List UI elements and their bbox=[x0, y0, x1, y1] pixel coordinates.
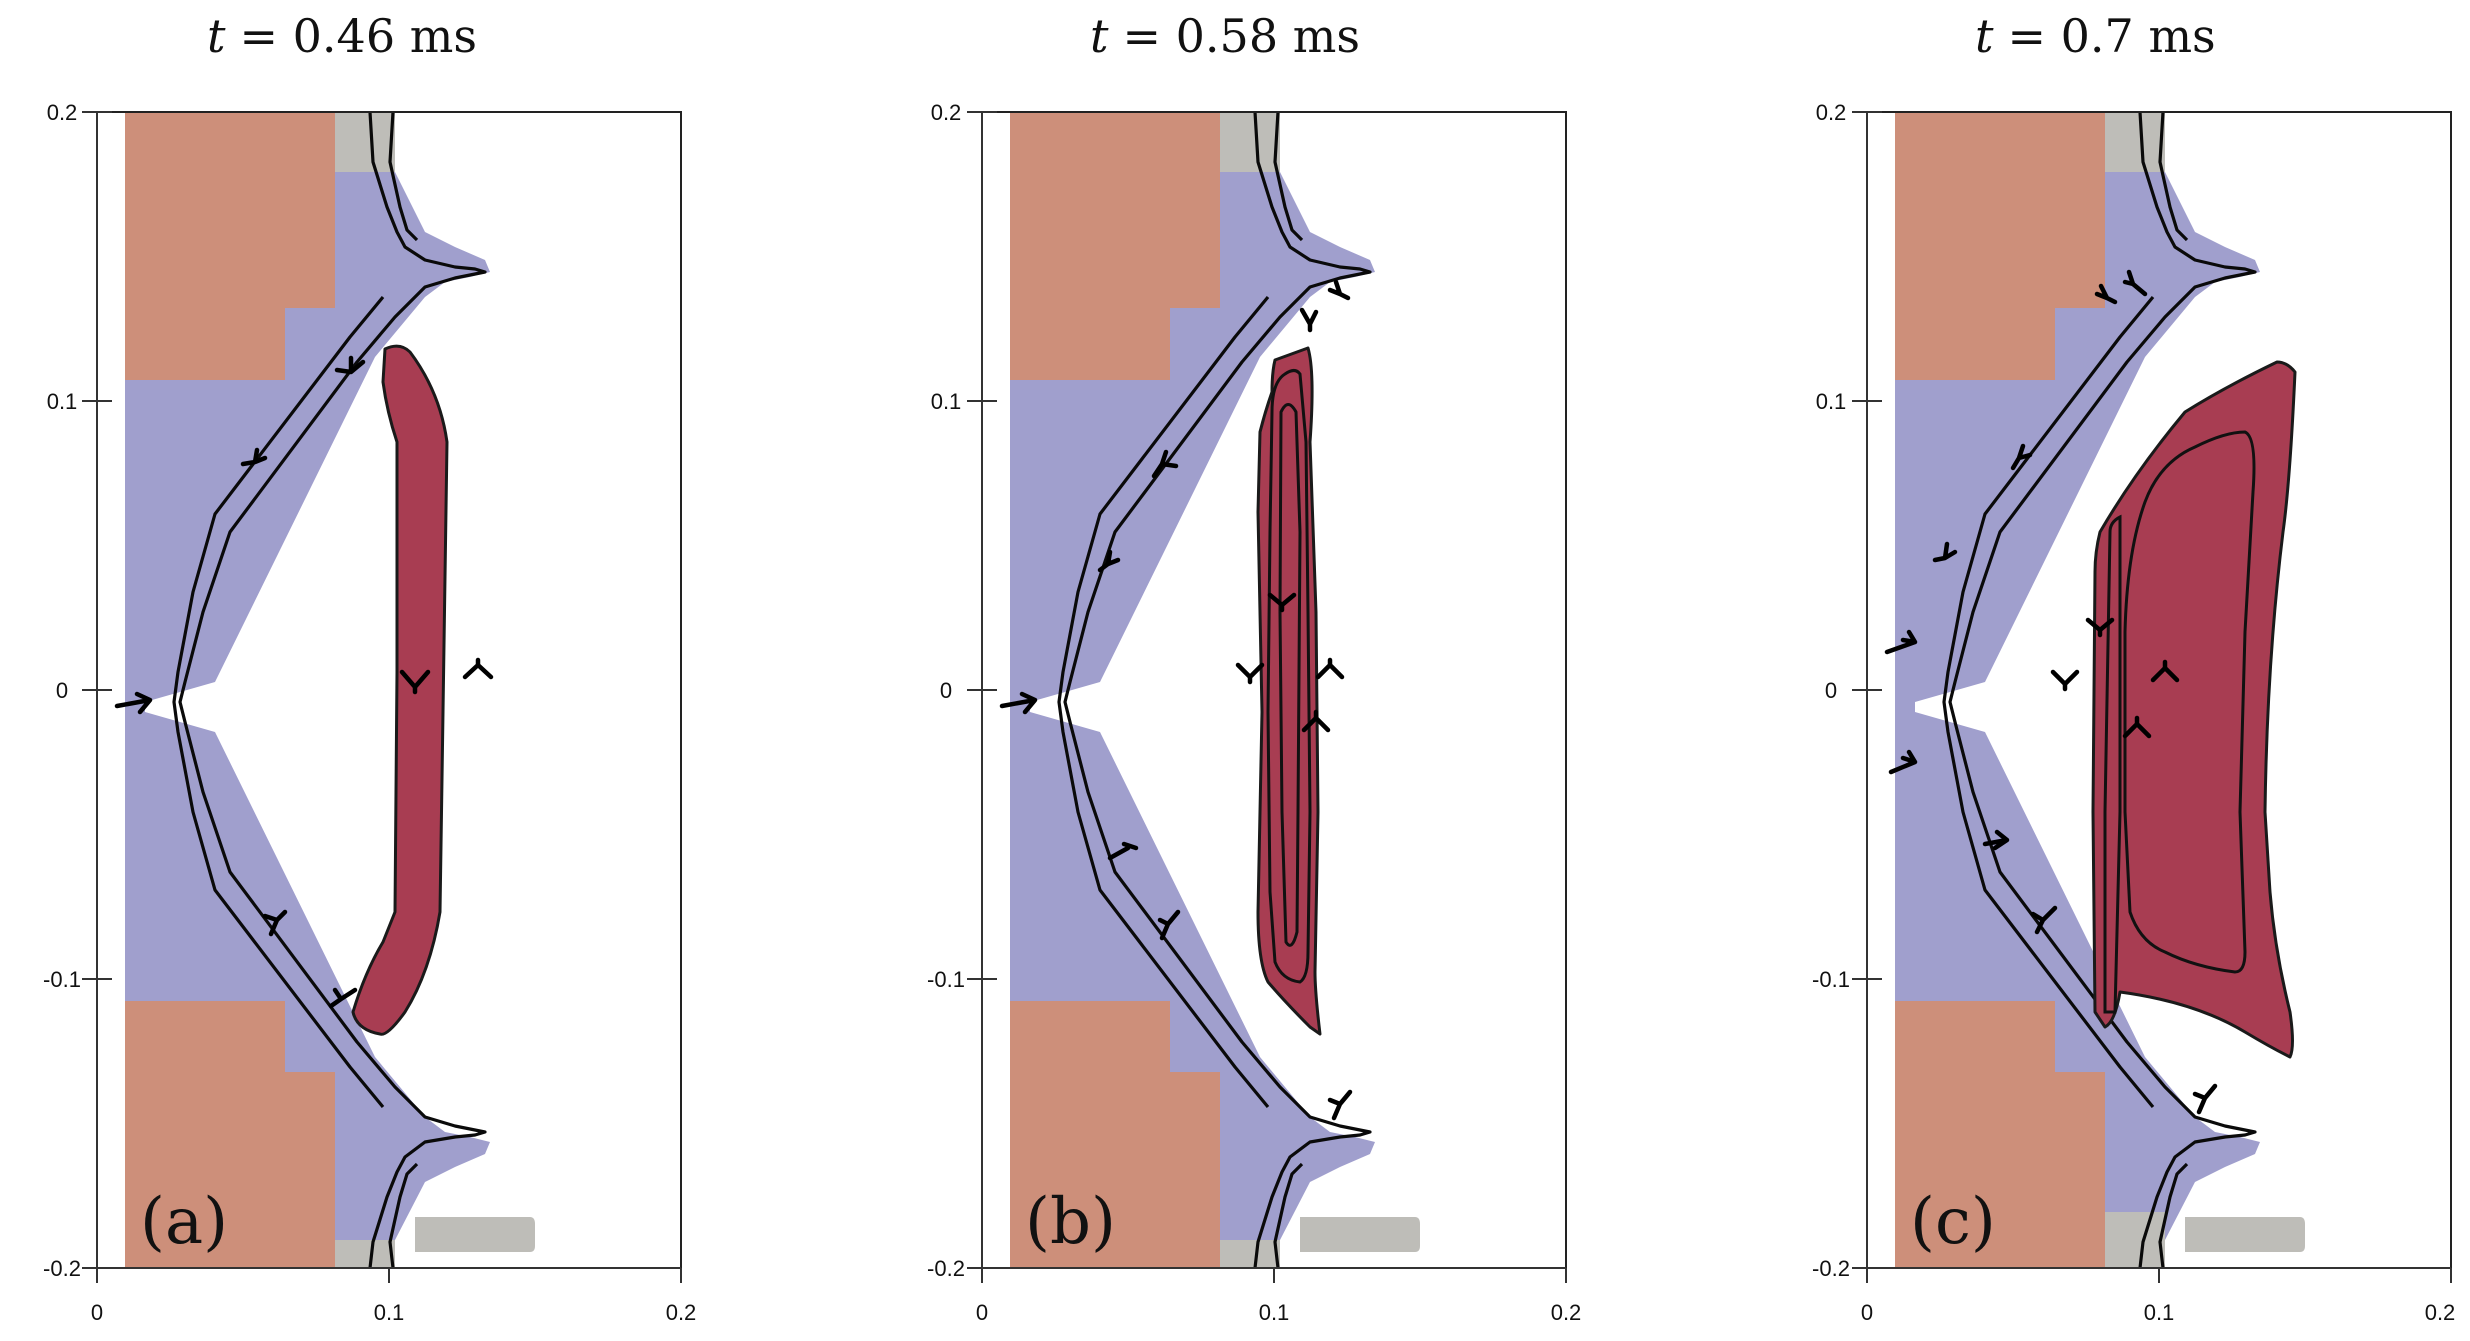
panel-a-y-axis: 0.2 0.1 0 -0.1 -0.2 bbox=[43, 100, 112, 1281]
panel-c-xtick-1: 0.1 bbox=[2144, 1300, 2175, 1325]
panel-a-time-value: = 0.46 ms bbox=[240, 9, 477, 63]
panel-c-ytick-2: 0 bbox=[1825, 678, 1837, 703]
panel-c-time-variable: t bbox=[1975, 9, 1994, 63]
panel-a-xtick-0: 0 bbox=[91, 1300, 103, 1325]
panel-c-xtick-0: 0 bbox=[1861, 1300, 1873, 1325]
panel-a-ytick-3: -0.1 bbox=[43, 967, 81, 992]
panel-b-y-axis: 0.2 0.1 0 -0.1 -0.2 bbox=[927, 100, 997, 1281]
panel-a-arrows bbox=[114, 355, 494, 1009]
panel-b-tag: (b) bbox=[1025, 1185, 1116, 1259]
panel-c-plasma bbox=[2091, 360, 2297, 1059]
panel-c-ytick-4: -0.2 bbox=[1812, 1256, 1850, 1281]
panel-c-title: t = 0.7 ms bbox=[1975, 9, 2216, 63]
panel-a-time-variable: t bbox=[207, 9, 226, 63]
panel-b-ytick-0: 0.2 bbox=[931, 100, 962, 125]
panel-a-tag: (a) bbox=[140, 1185, 228, 1259]
panel-c-ytick-1: 0.1 bbox=[1816, 389, 1847, 414]
panel-b-xtick-0: 0 bbox=[976, 1300, 988, 1325]
panel-a-ytick-1: 0.1 bbox=[47, 389, 78, 414]
panel-a: t = 0.46 ms 0.2 bbox=[43, 9, 696, 1325]
panel-b-title: t = 0.58 ms bbox=[1090, 9, 1360, 63]
panel-c-x-axis: 0 0.1 0.2 bbox=[1861, 1267, 2456, 1325]
panel-b: t = 0.58 ms bbox=[927, 9, 1581, 1325]
panel-a-plot bbox=[114, 110, 535, 1270]
panel-b-ytick-1: 0.1 bbox=[931, 389, 962, 414]
panel-a-x-axis: 0 0.1 0.2 bbox=[91, 1267, 697, 1325]
panel-b-plasma bbox=[1256, 346, 1322, 1036]
panel-c-tag: (c) bbox=[1910, 1185, 1996, 1259]
panel-a-plasma bbox=[351, 344, 449, 1036]
panel-b-ytick-4: -0.2 bbox=[927, 1256, 965, 1281]
panel-c-time-value: = 0.7 ms bbox=[2008, 9, 2216, 63]
panel-b-time-variable: t bbox=[1090, 9, 1109, 63]
panel-a-ytick-0: 0.2 bbox=[47, 100, 78, 125]
panel-b-ytick-3: -0.1 bbox=[927, 967, 965, 992]
panel-a-xtick-1: 0.1 bbox=[374, 1300, 405, 1325]
panel-b-xtick-1: 0.1 bbox=[1259, 1300, 1290, 1325]
panel-c-y-axis: 0.2 0.1 0 -0.1 -0.2 bbox=[1812, 100, 1882, 1281]
panel-b-ytick-2: 0 bbox=[940, 678, 952, 703]
panel-a-xtick-2: 0.2 bbox=[666, 1300, 697, 1325]
panel-b-arrows bbox=[999, 279, 1353, 1121]
panel-a-title: t = 0.46 ms bbox=[207, 9, 477, 63]
panel-c-arrows bbox=[1884, 269, 2218, 1115]
panel-c-ytick-3: -0.1 bbox=[1812, 967, 1850, 992]
panel-b-time-value: = 0.58 ms bbox=[1123, 9, 1360, 63]
panel-c-xtick-2: 0.2 bbox=[2425, 1300, 2456, 1325]
panel-b-plot bbox=[999, 110, 1420, 1270]
panel-b-xtick-2: 0.2 bbox=[1551, 1300, 1582, 1325]
panel-b-x-axis: 0 0.1 0.2 bbox=[976, 1267, 1582, 1325]
panel-c: t = 0.7 ms bbox=[1812, 9, 2455, 1325]
panel-c-ytick-0: 0.2 bbox=[1816, 100, 1847, 125]
panel-a-ytick-4: -0.2 bbox=[43, 1256, 81, 1281]
panel-c-plot bbox=[1884, 110, 2305, 1270]
panel-a-ytick-2: 0 bbox=[56, 678, 68, 703]
